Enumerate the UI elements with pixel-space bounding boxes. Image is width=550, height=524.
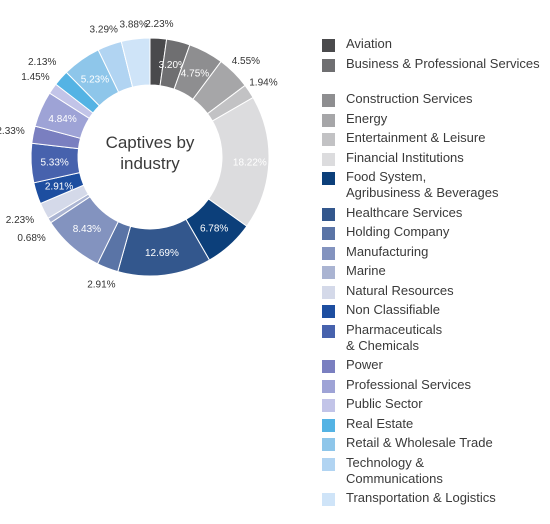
data-label-power: 2.33% bbox=[0, 126, 25, 137]
data-label-aviation: 2.23% bbox=[145, 19, 173, 30]
data-label-healthcare-services: 12.69% bbox=[145, 248, 179, 259]
legend-label: Power bbox=[346, 357, 383, 372]
legend-swatch bbox=[322, 133, 335, 146]
legend-label: Marine bbox=[346, 263, 386, 278]
chart-title: Captives by industry bbox=[105, 133, 195, 173]
donut-chart: 2.23% 3.20%4.75% 4.55% 1.94% 18.22% 6.78% 12.6… bbox=[0, 19, 278, 291]
legend-swatch bbox=[322, 418, 335, 432]
data-label-pharmaceuticals-and-chemicals: 5.33% bbox=[40, 157, 68, 168]
data-label-energy: 4.55% bbox=[232, 56, 260, 67]
legend-swatch bbox=[322, 227, 335, 240]
legend-label: Pharmaceuticals & Chemicals bbox=[346, 321, 443, 353]
legend-label: Natural Resources bbox=[346, 282, 454, 298]
legend-label: Entertainment & Leisure bbox=[346, 130, 486, 145]
data-label-construction-services: 4.75% bbox=[181, 68, 209, 79]
data-label-retail-and-wholesale-trade: 5.23% bbox=[81, 74, 109, 85]
legend-label: Public Sector bbox=[346, 396, 423, 411]
legend-swatch bbox=[322, 207, 335, 221]
legend-label: Manufacturing bbox=[346, 243, 429, 259]
legend-label: Construction Services bbox=[346, 91, 473, 106]
legend-swatch bbox=[322, 152, 335, 166]
legend-label: Real Estate bbox=[346, 415, 414, 431]
legend-label: Non Classifiable bbox=[346, 302, 440, 317]
legend-label: Professional Services bbox=[346, 376, 471, 392]
legend-label: Technology & Communications bbox=[346, 454, 443, 486]
legend-swatch bbox=[322, 379, 335, 393]
data-label-manufacturing: 8.43% bbox=[73, 224, 101, 235]
data-label-public-sector: 1.45% bbox=[21, 72, 49, 83]
legend-swatch bbox=[322, 94, 335, 107]
legend-label: Holding Company bbox=[346, 224, 450, 239]
data-label-technology-and-communications: 3.29% bbox=[90, 25, 118, 36]
legend-swatch bbox=[322, 246, 335, 260]
legend-swatch bbox=[322, 285, 335, 299]
legend-swatch bbox=[322, 172, 335, 185]
legend-swatch bbox=[322, 457, 335, 471]
legend-swatch bbox=[322, 39, 335, 52]
legend-swatch bbox=[322, 399, 335, 412]
data-label-natural-resources: 2.23% bbox=[6, 215, 34, 226]
data-label-transportation-and-logistics: 3.88% bbox=[120, 19, 148, 30]
legend-swatch bbox=[322, 113, 335, 127]
legend-swatch bbox=[322, 438, 335, 451]
legend-label: Aviation bbox=[346, 36, 393, 51]
data-label-financial-institutions: 18.22% bbox=[233, 157, 267, 168]
legend-swatch bbox=[322, 324, 335, 338]
data-label-non-classifiable: 2.91% bbox=[45, 182, 73, 193]
legend-label: Food System, Agribusiness & Beverages bbox=[346, 169, 499, 200]
data-label-marine: 0.68% bbox=[17, 233, 45, 244]
legend-swatch bbox=[322, 305, 335, 318]
legend-label: Healthcare Services bbox=[346, 204, 463, 220]
legend-swatch bbox=[322, 360, 335, 373]
data-label-professional-services: 4.84% bbox=[48, 114, 76, 125]
data-label-food-system-agribusiness-and-beverages: 6.78% bbox=[200, 223, 228, 234]
legend-swatch bbox=[322, 266, 335, 279]
data-label-entertainment-and-leisure: 1.94% bbox=[249, 77, 277, 88]
legend-label: Financial Institutions bbox=[346, 149, 464, 165]
legend-label: Retail & Wholesale Trade bbox=[346, 435, 493, 450]
data-label-real-estate: 2.13% bbox=[28, 57, 56, 68]
slice-transportation-and-logistics bbox=[120, 37, 151, 88]
data-label-business-and-professional-services: 3.20% bbox=[159, 60, 187, 71]
legend-label: Transportation & Logistics bbox=[346, 490, 496, 505]
legend-swatch bbox=[322, 493, 335, 506]
legend-label: Energy bbox=[346, 110, 388, 126]
legend-swatch bbox=[322, 58, 335, 72]
data-label-holding-company: 2.91% bbox=[87, 280, 115, 291]
legend-label: Business & Professional Services bbox=[346, 55, 540, 71]
